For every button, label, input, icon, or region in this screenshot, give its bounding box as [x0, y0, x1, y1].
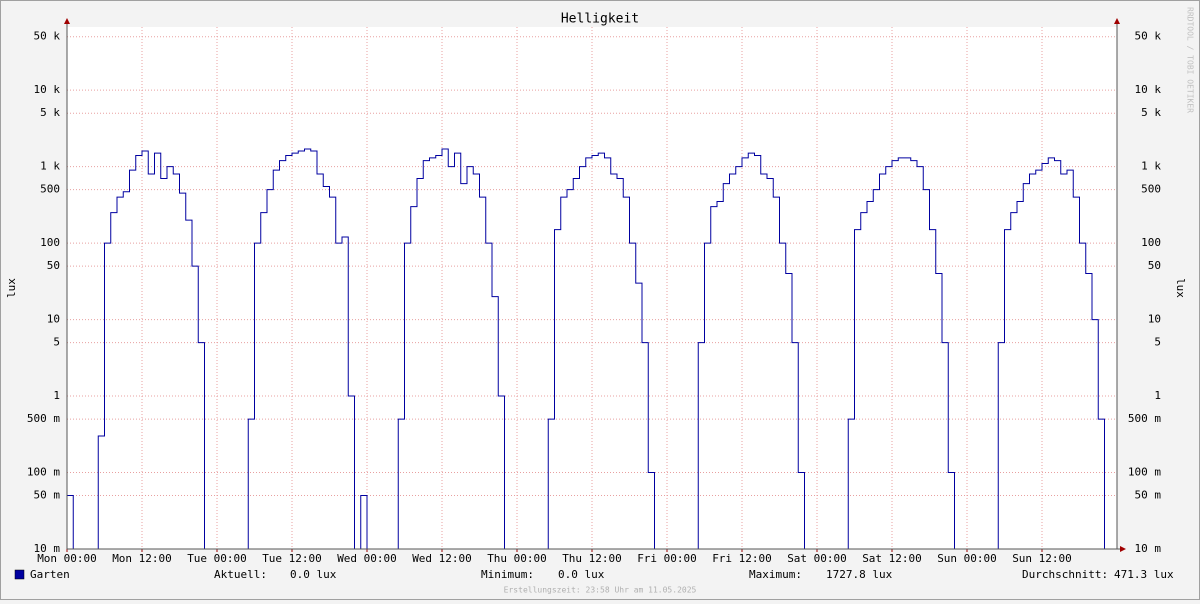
y2-tick-label: 500: [1141, 183, 1161, 196]
stat-label: Maximum:: [749, 568, 802, 581]
stat-value: 471.3 lux: [1114, 568, 1174, 581]
y-tick-label: 100: [40, 236, 60, 249]
x-tick-label: Thu 12:00: [562, 552, 622, 565]
y-tick-label: 500 m: [27, 412, 60, 425]
y-tick-label: 500: [40, 183, 60, 196]
y2-tick-label: 100 m: [1128, 466, 1161, 479]
x-tick-label: Sun 12:00: [1012, 552, 1072, 565]
stat-value: 0.0 lux: [558, 568, 605, 581]
footer: Erstellungszeit: 23:58 Uhr am 11.05.2025: [504, 586, 697, 595]
y-tick-label: 50 m: [34, 489, 61, 502]
y2-tick-label: 100: [1141, 236, 1161, 249]
y2-tick-label: 50 m: [1135, 489, 1162, 502]
y-tick-label: 50: [47, 259, 60, 272]
x-tick-label: Wed 00:00: [337, 552, 397, 565]
y-tick-label: 1 k: [40, 160, 60, 173]
y-tick-label: 10 k: [34, 83, 61, 96]
watermark: RRDTOOL / TOBI OETIKER: [1186, 7, 1195, 113]
y2-tick-label: 5: [1154, 336, 1161, 349]
y-arrow: [64, 18, 70, 24]
y2-tick-label: 1: [1154, 389, 1161, 402]
y2-tick-label: 50 k: [1135, 30, 1162, 43]
stat-value: 1727.8 lux: [826, 568, 893, 581]
stat-label: Aktuell:: [214, 568, 267, 581]
y2-tick-label: 1 k: [1141, 160, 1161, 173]
stat-label: Durchschnitt:: [1022, 568, 1108, 581]
legend-label: Garten: [30, 568, 70, 581]
y2-tick-label: 50: [1148, 259, 1161, 272]
series-line: [67, 148, 1111, 550]
y2-tick-label: 500 m: [1128, 412, 1161, 425]
x-tick-label: Thu 00:00: [487, 552, 547, 565]
x-tick-label: Mon 12:00: [112, 552, 172, 565]
y-tick-label: 5 k: [40, 106, 60, 119]
y2-tick-label: 5 k: [1141, 106, 1161, 119]
x-tick-label: Tue 12:00: [262, 552, 322, 565]
chart-title: Helligkeit: [561, 12, 639, 27]
y2-axis-label: lux: [1174, 278, 1187, 298]
x-tick-label: Sat 12:00: [862, 552, 922, 565]
x-tick-label: Tue 00:00: [187, 552, 247, 565]
y2-arrow: [1114, 18, 1120, 24]
legend-swatch: [14, 569, 25, 580]
y-tick-label: 100 m: [27, 466, 60, 479]
x-tick-label: Sun 00:00: [937, 552, 997, 565]
y-tick-label: 10: [47, 313, 60, 326]
grid: 10 m 10 m 50 m 50 m 100 m 100 m 500 m 500 m 1 1 5 5…: [27, 27, 1161, 565]
x-tick-label: Mon 00:00: [37, 552, 97, 565]
y2-tick-label: 10: [1148, 313, 1161, 326]
stat-value: 0.0 lux: [290, 568, 337, 581]
y-tick-label: 5: [53, 336, 60, 349]
legend: Garten Aktuell: 0.0 lux Minimum: 0.0 lux Maxi…: [14, 568, 1174, 581]
y-tick-label: 50 k: [34, 30, 61, 43]
y2-tick-label: 10 k: [1135, 83, 1162, 96]
y-tick-label: 10 m: [34, 542, 61, 555]
y-axis-label: lux: [5, 278, 18, 298]
stat-label: Minimum:: [481, 568, 534, 581]
y-tick-label: 1: [53, 389, 60, 402]
x-tick-label: Fri 00:00: [637, 552, 697, 565]
axes: [64, 18, 1126, 552]
x-tick-label: Sat 00:00: [787, 552, 847, 565]
marks: [67, 148, 1111, 550]
y2-tick-label: 10 m: [1135, 542, 1162, 555]
x-tick-label: Wed 12:00: [412, 552, 472, 565]
x-tick-label: Fri 12:00: [712, 552, 772, 565]
x-arrow: [1120, 546, 1126, 552]
